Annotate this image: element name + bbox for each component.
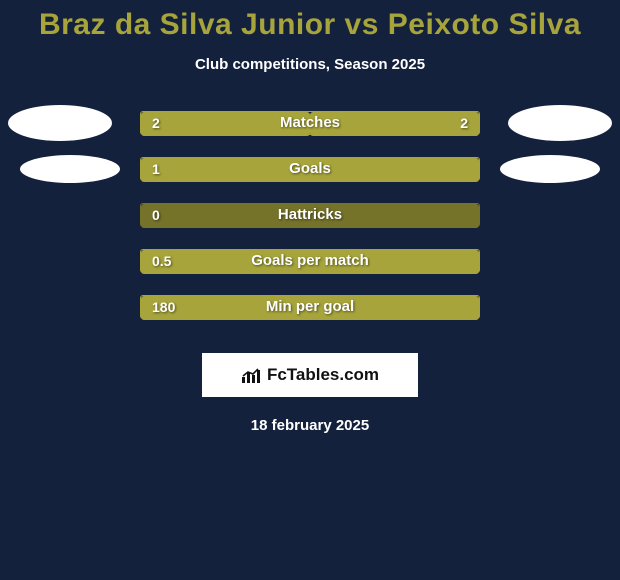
stat-value-left: 1	[152, 157, 160, 181]
stat-row: Min per goal180	[0, 295, 620, 341]
date-label: 18 february 2025	[0, 417, 620, 434]
stat-value-left: 0	[152, 203, 160, 227]
bar-track	[140, 157, 480, 181]
bar-left	[141, 158, 479, 182]
bar-track	[140, 203, 480, 227]
stat-row: Goals1	[0, 157, 620, 203]
stat-row: Hattricks0	[0, 203, 620, 249]
player-right-photo	[500, 155, 600, 183]
bar-track	[140, 249, 480, 273]
player-right-photo	[508, 105, 612, 141]
stat-value-right: 2	[460, 111, 468, 135]
bar-track	[140, 295, 480, 319]
brand-label: FcTables.com	[241, 365, 379, 385]
page-title: Braz da Silva Junior vs Peixoto Silva	[0, 0, 620, 42]
brand-text: FcTables.com	[267, 365, 379, 385]
bar-right	[310, 112, 479, 136]
brand-box: FcTables.com	[202, 353, 418, 397]
subtitle: Club competitions, Season 2025	[0, 56, 620, 73]
bar-left	[141, 296, 479, 320]
bar-left	[141, 250, 479, 274]
bar-left	[141, 112, 310, 136]
comparison-chart: Matches22Goals1Hattricks0Goals per match…	[0, 111, 620, 341]
stat-row: Matches22	[0, 111, 620, 157]
chart-icon	[241, 366, 263, 384]
stat-value-left: 2	[152, 111, 160, 135]
player-left-photo	[8, 105, 112, 141]
stat-value-left: 180	[152, 295, 175, 319]
stat-value-left: 0.5	[152, 249, 171, 273]
bar-left	[141, 204, 479, 228]
bar-track	[140, 111, 480, 135]
player-left-photo	[20, 155, 120, 183]
stat-row: Goals per match0.5	[0, 249, 620, 295]
